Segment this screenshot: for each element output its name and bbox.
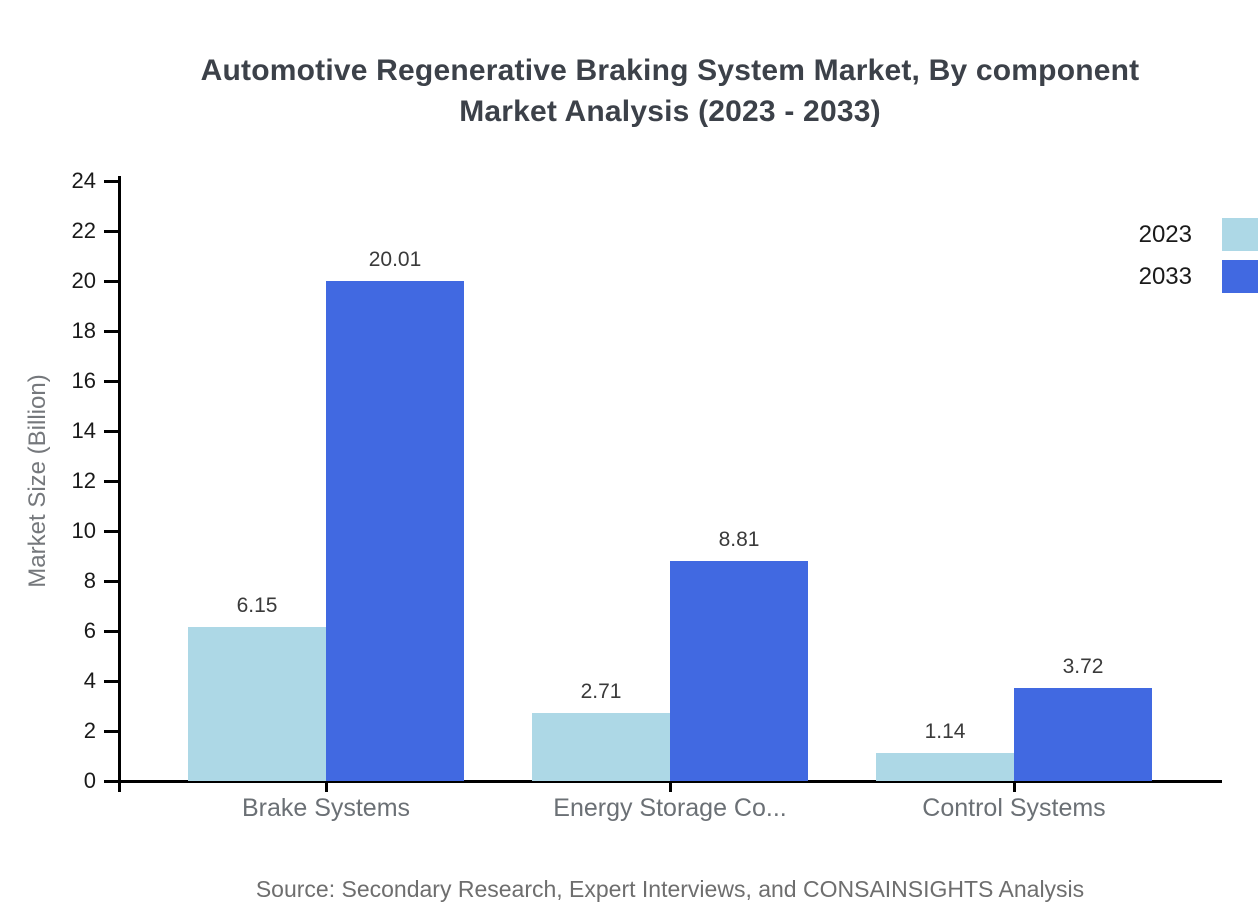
bar-value-label: 8.81	[718, 527, 760, 551]
legend-item-2023: 2023	[1139, 218, 1258, 251]
y-tick	[104, 230, 118, 233]
x-tick	[669, 783, 672, 792]
y-tick	[104, 380, 118, 383]
y-tick-label: 4	[83, 668, 96, 693]
y-tick-label: 16	[71, 368, 96, 393]
bar-2023-3	[876, 752, 1014, 781]
bar-2023-1	[188, 627, 326, 781]
y-tick	[104, 330, 118, 333]
chart-title: Automotive Regenerative Braking System M…	[118, 50, 1222, 132]
legend-item-2033: 2033	[1139, 260, 1258, 293]
category-label: Control Systems	[922, 794, 1106, 822]
y-tick	[104, 780, 118, 783]
y-tick	[104, 180, 118, 183]
y-tick-label: 14	[71, 418, 96, 443]
y-tick	[104, 430, 118, 433]
legend: 2023 2033	[1139, 218, 1258, 293]
y-tick-label: 6	[83, 618, 96, 643]
y-tick-label: 24	[71, 168, 96, 193]
source-note: Source: Secondary Research, Expert Inter…	[255, 876, 1085, 902]
bar-value-label: 6.15	[236, 594, 278, 618]
y-tick-label: 2	[83, 718, 96, 743]
y-tick	[104, 530, 118, 533]
legend-swatch-2033	[1222, 260, 1258, 293]
chart-title-line2: Market Analysis (2023 - 2033)	[459, 95, 881, 128]
y-tick-label: 10	[71, 518, 96, 543]
bar-2023-2	[532, 713, 670, 781]
category-label: Energy Storage Co...	[553, 794, 787, 822]
legend-swatch-2023	[1222, 218, 1258, 251]
x-axis	[106, 780, 1222, 783]
chart-title-line1: Automotive Regenerative Braking System M…	[200, 54, 1140, 87]
y-tick-label: 18	[71, 318, 96, 343]
bar-2033-1	[326, 280, 464, 781]
bar-value-label: 3.72	[1062, 655, 1104, 678]
y-tick-label: 8	[83, 568, 96, 593]
y-tick-label: 22	[71, 218, 96, 243]
bar-value-label: 1.14	[924, 719, 966, 743]
legend-label: 2023	[1138, 220, 1192, 248]
y-tick-label: 20	[71, 268, 96, 293]
y-tick	[104, 580, 118, 583]
category-label: Brake Systems	[241, 794, 411, 822]
y-tick-label: 12	[71, 468, 96, 493]
bar-2033-2	[670, 560, 808, 781]
bar-value-label: 2.71	[580, 680, 622, 704]
y-tick	[104, 480, 118, 483]
bar-2033-3	[1014, 688, 1152, 781]
y-tick	[104, 680, 118, 683]
bar-value-label: 20.01	[368, 247, 422, 271]
y-axis	[118, 176, 121, 792]
x-tick	[1013, 783, 1016, 792]
y-tick	[104, 630, 118, 633]
y-tick	[104, 280, 118, 283]
y-tick-label: 0	[83, 768, 96, 793]
y-tick	[104, 730, 118, 733]
x-tick	[325, 783, 328, 792]
legend-label: 2033	[1138, 262, 1192, 290]
